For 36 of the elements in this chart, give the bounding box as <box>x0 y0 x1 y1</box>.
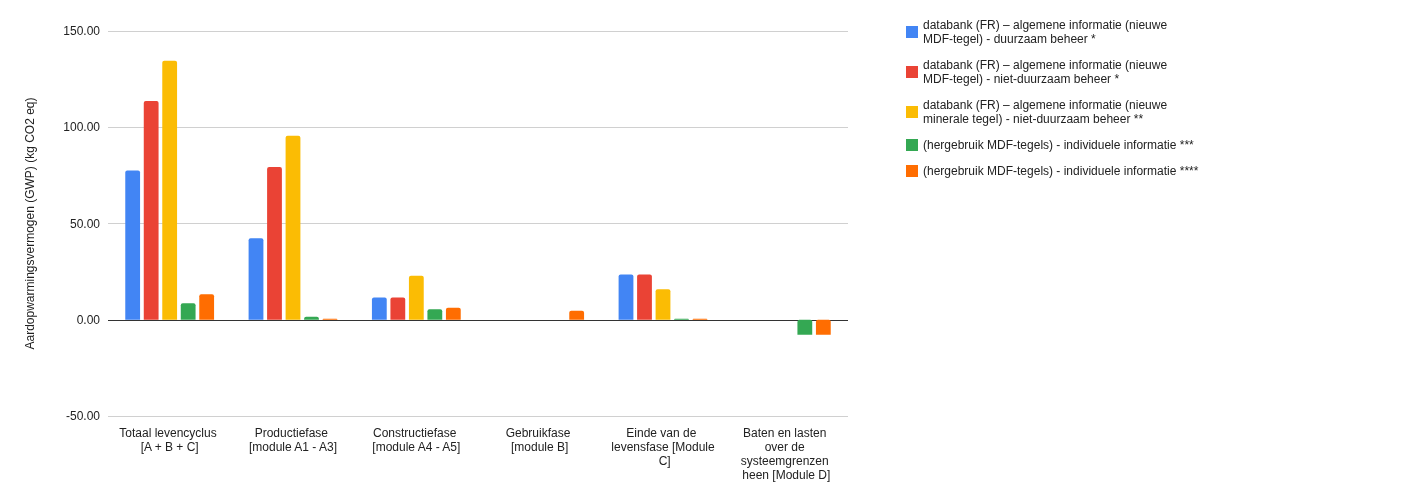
y-tick-label: -50.00 <box>65 409 101 423</box>
y-tick-label: 50.00 <box>69 216 101 231</box>
bar <box>162 60 178 320</box>
bar <box>143 101 159 320</box>
bar <box>125 170 141 320</box>
x-tick-label: Baten en lasten over de systeemgrenzen heen [Module D] <box>740 426 833 482</box>
bar <box>180 303 196 320</box>
legend-label: (hergebruik MDF-tegels) - individuele informatie *** <box>923 138 1195 152</box>
x-tick-label: Gebruikfase [module B] <box>505 426 574 454</box>
y-axis-title: Aardopwarmingsvermogen (GWP) (kg CO2 eq) <box>23 97 37 350</box>
bar <box>618 274 634 320</box>
x-tick-label: Constructiefase [module A4 - A5] <box>372 426 461 454</box>
y-tick-label: 0.00 <box>76 312 101 327</box>
bar <box>815 319 831 335</box>
bar <box>371 297 387 320</box>
bar <box>267 166 282 320</box>
y-tick-label: 150.00 <box>63 24 101 38</box>
bar <box>655 289 671 320</box>
bar <box>797 319 813 335</box>
bar <box>569 310 585 320</box>
bar <box>637 274 652 320</box>
bar <box>285 135 301 320</box>
legend-label: databank (FR) – algemene informatie (nieuwe minerale tegel) - niet-duurzaam beheer ** <box>923 98 1171 126</box>
bar <box>390 297 406 320</box>
y-tick-label: 100.00 <box>63 120 101 135</box>
bar <box>445 307 461 320</box>
bar <box>427 309 443 320</box>
x-tick-label: Productiefase [module A1 - A3] <box>248 426 338 454</box>
legend-label: databank (FR) – algemene informatie (nieuwe MDF-tegel) - duurzaam beheer * <box>923 18 1171 46</box>
x-tick-label: Totaal levencyclus [A + B + C] <box>119 426 221 454</box>
bar <box>408 275 424 320</box>
bar <box>248 238 264 320</box>
bar <box>199 294 215 320</box>
legend-label: (hergebruik MDF-tegels) - individuele informatie **** <box>923 164 1199 178</box>
x-tick-label: Einde van de levensfase [Module C] <box>611 426 716 468</box>
legend-label: databank (FR) – algemene informatie (nieuwe MDF-tegel) - niet-duurzaam beheer * <box>923 58 1171 86</box>
